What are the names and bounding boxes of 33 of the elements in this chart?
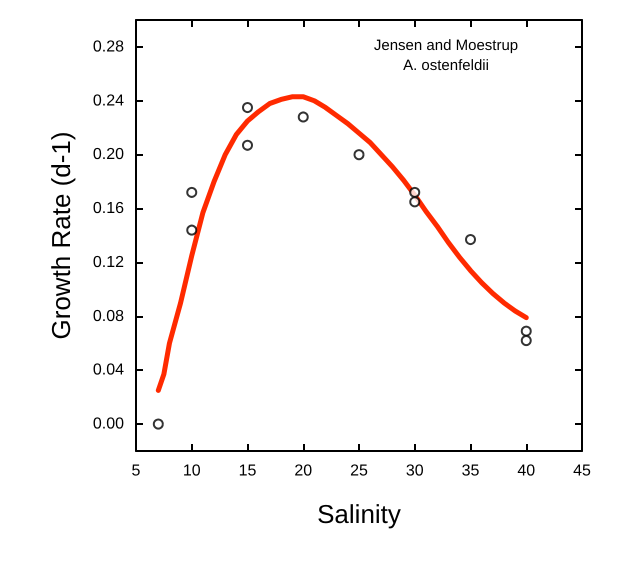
point — [520, 326, 532, 337]
point — [152, 418, 164, 430]
x-tick-label: 40 — [517, 462, 536, 480]
y-tick-label: 0.16 — [92, 200, 124, 218]
point — [242, 140, 253, 151]
point — [409, 186, 420, 198]
y-axis-title: Growth Rate (d-1) — [46, 131, 76, 340]
x-tick-label: 10 — [182, 462, 201, 480]
y-tick-label: 0.24 — [92, 92, 124, 110]
point — [520, 335, 532, 346]
x-tick-label: 20 — [294, 462, 312, 480]
y-tick-label: 0.28 — [92, 38, 124, 56]
point — [242, 102, 253, 114]
annotation: Jensen and Moestrup — [374, 37, 518, 54]
y-tick-label: 0.20 — [92, 146, 124, 164]
point — [298, 111, 309, 122]
point — [409, 196, 420, 208]
x-tick-label: 45 — [573, 462, 591, 480]
point — [186, 224, 198, 236]
x-axis-title: Salinity — [317, 499, 401, 529]
x-tick-label: 5 — [132, 462, 141, 480]
annotation: A. ostenfeldii — [403, 57, 489, 74]
point — [354, 149, 364, 160]
y-tick-label: 0.00 — [92, 416, 124, 433]
x-tick-label: 35 — [462, 462, 480, 480]
y-tick-label: 0.08 — [92, 308, 124, 325]
point — [186, 186, 198, 198]
x-tick-label: 15 — [238, 462, 256, 480]
x-tick-label: 25 — [350, 462, 368, 480]
y-tick-label: 0.12 — [92, 254, 124, 271]
y-tick-label: 0.04 — [92, 362, 124, 379]
point — [465, 234, 476, 246]
x-tick-label: 30 — [406, 462, 424, 480]
